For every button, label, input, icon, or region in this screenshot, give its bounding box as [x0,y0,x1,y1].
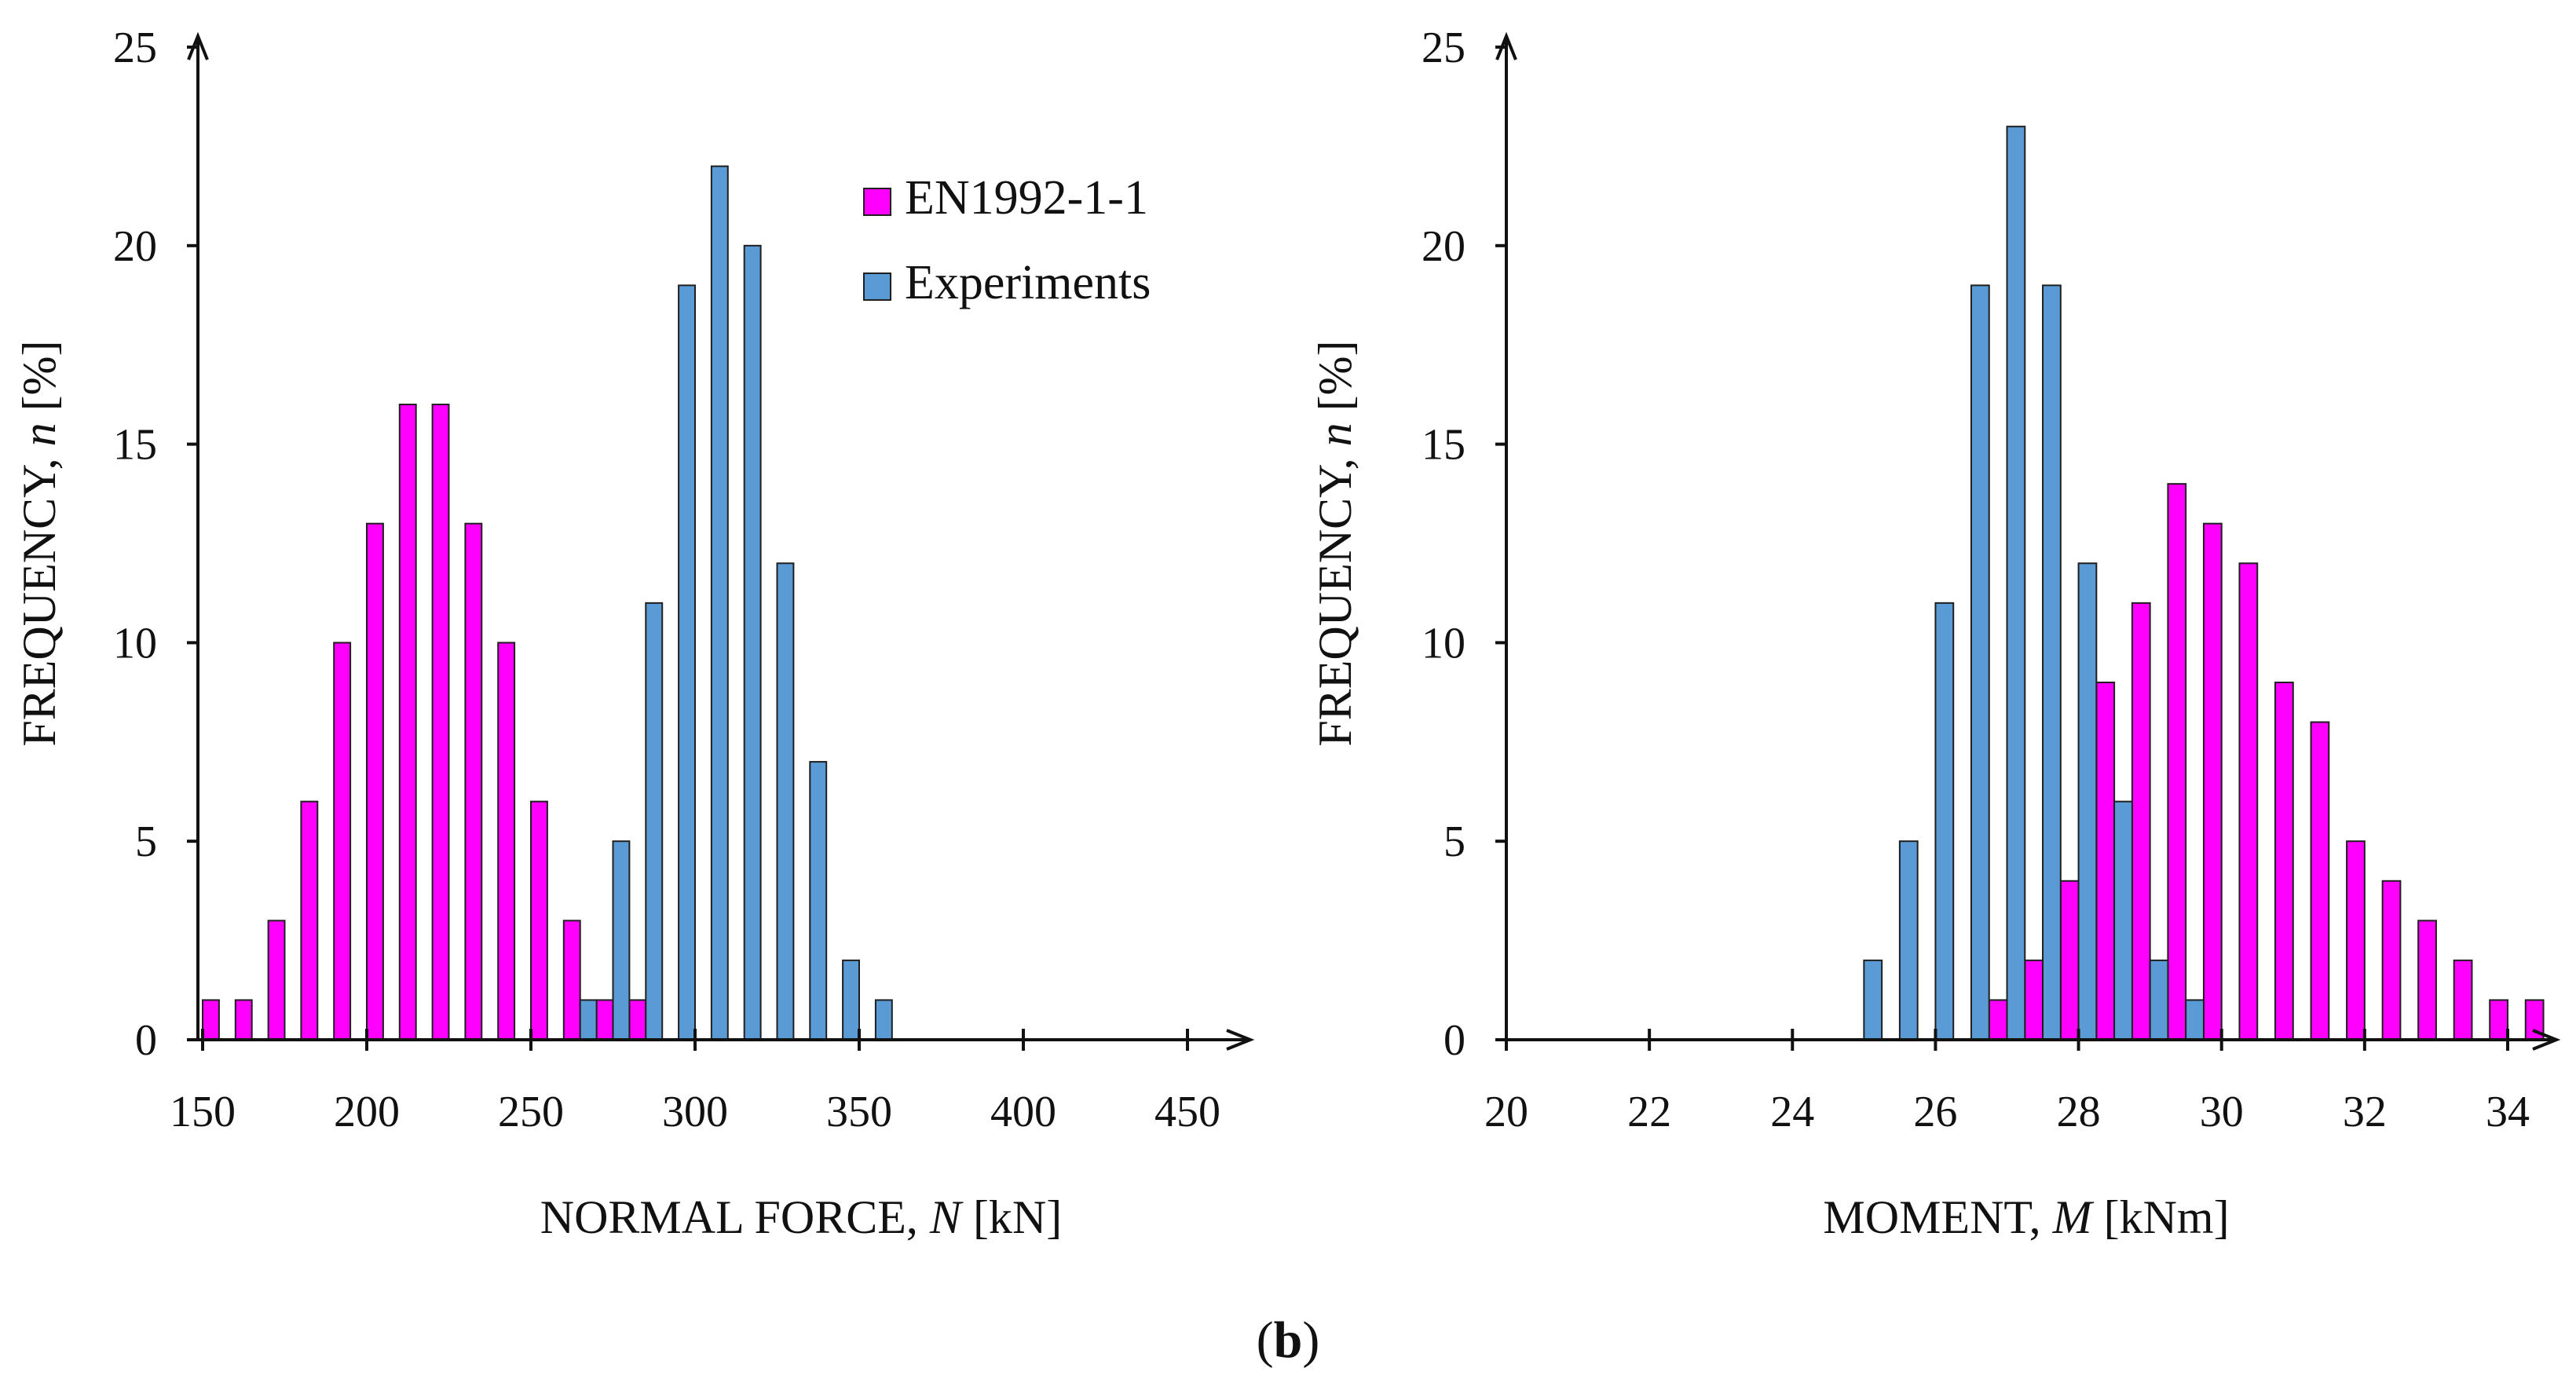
bar-experiments-355 [874,999,893,1041]
bar-experiments-29.25 [2149,959,2169,1041]
bar-en1992-1-1-215 [398,404,417,1041]
bar-experiments-335 [809,761,828,1041]
bar-en1992-1-1-32.75 [2417,920,2437,1041]
x-tick-label: 28 [2057,1088,2101,1136]
y-tick-label: 10 [1422,619,1465,668]
bar-en1992-1-1-285 [628,999,647,1041]
y-tick-label: 5 [135,818,157,866]
bar-experiments-27.25 [2006,126,2026,1041]
bar-en1992-1-1-32.25 [2381,880,2402,1041]
bar-en1992-1-1-195 [333,642,352,1041]
legend-swatch-experiments [863,273,891,301]
bar-en1992-1-1-31.75 [2346,840,2366,1041]
bar-en1992-1-1-26.75 [1988,999,2008,1041]
y-tick-label: 5 [1444,818,1465,866]
legend-label-en1992: EN1992-1-1 [905,171,1148,225]
y-tick-label: 15 [113,421,157,470]
y-tick-label: 20 [1422,222,1465,271]
y-tick-label: 0 [135,1016,157,1065]
bar-en1992-1-1-235 [464,522,483,1041]
y-tick-label: 10 [113,619,157,668]
bar-experiments-295 [678,284,696,1041]
bar-experiments-25.75 [1898,840,1919,1041]
bar-en1992-1-1-225 [431,404,450,1041]
bar-experiments-345 [842,959,860,1041]
legend-swatch-en1992 [863,188,891,216]
x-tick-label: 34 [2486,1088,2530,1136]
x-tick-label: 400 [990,1088,1056,1136]
x-tick-label: 20 [1484,1088,1528,1136]
x-tick-label: 300 [662,1088,728,1136]
bar-en1992-1-1-28.25 [2095,681,2116,1041]
x-tick-label: 350 [826,1088,892,1136]
y-tick-label: 20 [113,222,157,271]
bar-experiments-29.75 [2185,999,2205,1041]
y-axis-title: FREQUENCY, n [%] [13,340,65,746]
x-tick-label: 30 [2200,1088,2244,1136]
bar-experiments-28.25 [2077,562,2098,1041]
y-axis-arrow [1495,31,1517,60]
bar-experiments-27.75 [2042,284,2062,1041]
bar-en1992-1-1-30.75 [2274,681,2294,1041]
y-axis-arrow [187,31,209,60]
x-tick-label: 150 [170,1088,236,1136]
x-tick-label: 32 [2343,1088,2387,1136]
legend-label-experiments: Experiments [905,256,1151,309]
x-axis-arrow [2532,1029,2561,1051]
caption-open: ( [1257,1311,1274,1369]
bar-experiments-26.25 [1934,602,1955,1041]
figure-caption: (b) [1257,1311,1320,1369]
y-tick-label: 25 [1422,24,1465,72]
y-tick-label: 25 [113,24,157,72]
bar-en1992-1-1-30.25 [2238,562,2259,1041]
bar-en1992-1-1-27.25 [2024,959,2044,1041]
bar-experiments-275 [612,840,631,1041]
bar-experiments-305 [710,165,729,1041]
bar-en1992-1-1-185 [300,800,319,1041]
bar-en1992-1-1-155 [202,999,220,1041]
x-tick-label: 22 [1627,1088,1671,1136]
bar-en1992-1-1-33.25 [2453,959,2473,1041]
bar-en1992-1-1-29.25 [2167,483,2187,1041]
x-tick-label: 24 [1770,1088,1814,1136]
bar-experiments-26.75 [1970,284,1990,1041]
chart-moment: 0 5 10 15 20 25 20 22 24 26 28 30 32 34 MOMENT, M [kNm… [1309,24,2561,1243]
x-tick-label: 26 [1913,1088,1957,1136]
x-tick-label: 200 [334,1088,400,1136]
bar-experiments-28.75 [2113,800,2133,1041]
bar-experiments-325 [776,562,795,1041]
x-axis-title: MOMENT, M [kNm] [1823,1191,2229,1243]
bar-en1992-1-1-29.75 [2202,522,2223,1041]
chart-normal-force: 0 5 10 15 20 25 150 200 250 300 350 400 450 NORMAL FO… [13,24,1255,1243]
bar-en1992-1-1-28.75 [2131,602,2151,1041]
bar-en1992-1-1-245 [497,642,516,1041]
x-tick-label: 250 [498,1088,564,1136]
caption-letter: b [1274,1311,1303,1369]
bar-en1992-1-1-265 [562,920,581,1041]
bar-en1992-1-1-275 [595,999,614,1041]
bar-experiments-315 [743,244,762,1041]
bar-en1992-1-1-31.25 [2310,721,2330,1041]
x-tick-label: 450 [1154,1088,1220,1136]
y-axis-title: FREQUENCY, n [%] [1309,340,1361,746]
bar-en1992-1-1-27.75 [2059,880,2080,1041]
bar-en1992-1-1-175 [267,920,286,1041]
legend: EN1992-1-1 Experiments [863,171,1151,309]
x-axis-title: NORMAL FORCE, N [kN] [540,1191,1063,1243]
y-tick-label: 0 [1444,1016,1465,1065]
bar-experiments-285 [645,602,664,1041]
y-tick-label: 15 [1422,421,1465,470]
bar-en1992-1-1-165 [234,999,253,1041]
x-axis-arrow [1226,1029,1255,1051]
bar-experiments-25.25 [1863,959,1883,1041]
bar-en1992-1-1-205 [366,522,384,1041]
bar-en1992-1-1-33.75 [2489,999,2508,1041]
caption-close: ) [1302,1311,1319,1369]
bar-experiments-265 [579,999,598,1041]
bar-en1992-1-1-255 [530,800,548,1041]
